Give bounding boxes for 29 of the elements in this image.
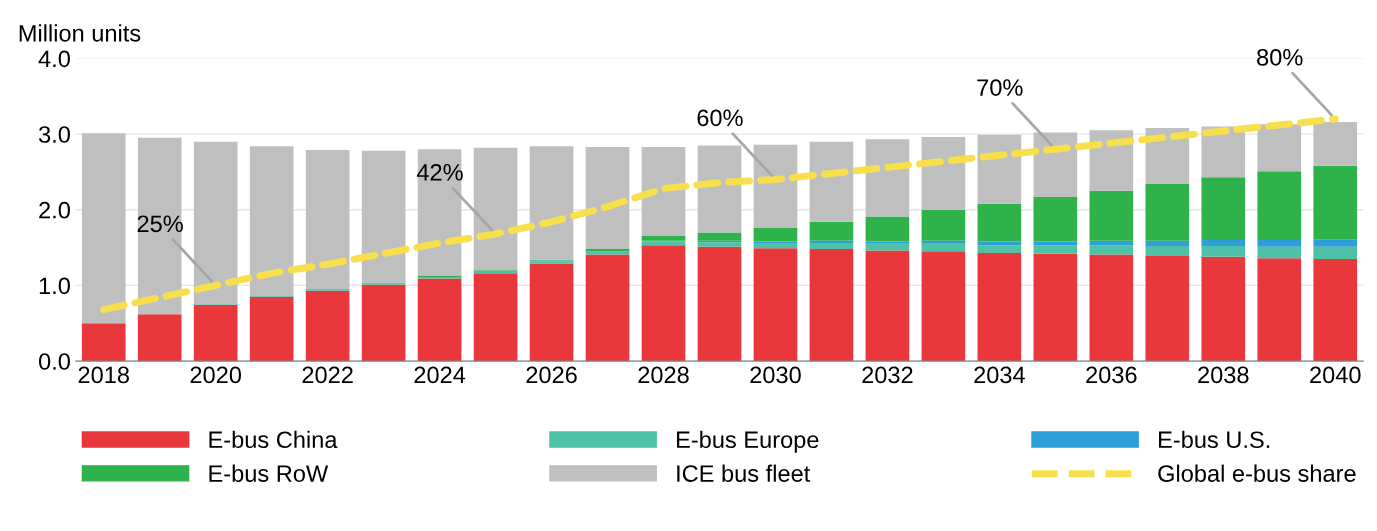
y-tick-label: 2.0 bbox=[39, 201, 70, 219]
x-tick-label: 2036 bbox=[1086, 366, 1137, 384]
y-tick-label: 1.0 bbox=[39, 277, 70, 295]
legend-label: ICE bus fleet bbox=[677, 464, 811, 482]
data-label: 60% bbox=[697, 109, 743, 127]
legend-label: E-bus China bbox=[209, 430, 338, 449]
data-label: 70% bbox=[977, 79, 1023, 96]
x-tick-label: 2034 bbox=[974, 366, 1025, 384]
data-label: 42% bbox=[416, 163, 463, 181]
data-label: 25% bbox=[137, 215, 183, 233]
y-axis-title: Million units bbox=[19, 24, 141, 42]
data-label: 80% bbox=[1257, 48, 1303, 66]
x-tick-label: 2032 bbox=[862, 366, 913, 384]
y-tick-label: 3.0 bbox=[38, 126, 70, 143]
legend-label: E-bus U.S. bbox=[1159, 430, 1270, 449]
legend-label: E-bus RoW bbox=[209, 464, 329, 482]
x-tick-label: 2024 bbox=[414, 366, 466, 384]
x-tick-label: 2018 bbox=[78, 366, 129, 384]
x-tick-label: 2028 bbox=[638, 366, 689, 384]
y-tick-label: 4.0 bbox=[38, 50, 70, 68]
x-tick-label: 2040 bbox=[1310, 366, 1361, 384]
y-tick-label: 0.0 bbox=[38, 353, 70, 370]
legend-label: E-bus Europe bbox=[677, 430, 819, 453]
x-tick-label: 2022 bbox=[302, 366, 353, 384]
legend-label: Global e-bus share bbox=[1158, 464, 1356, 482]
x-tick-label: 2038 bbox=[1198, 366, 1249, 384]
x-tick-label: 2030 bbox=[750, 366, 801, 384]
x-tick-label: 2020 bbox=[190, 366, 242, 384]
x-tick-label: 2026 bbox=[526, 366, 577, 384]
